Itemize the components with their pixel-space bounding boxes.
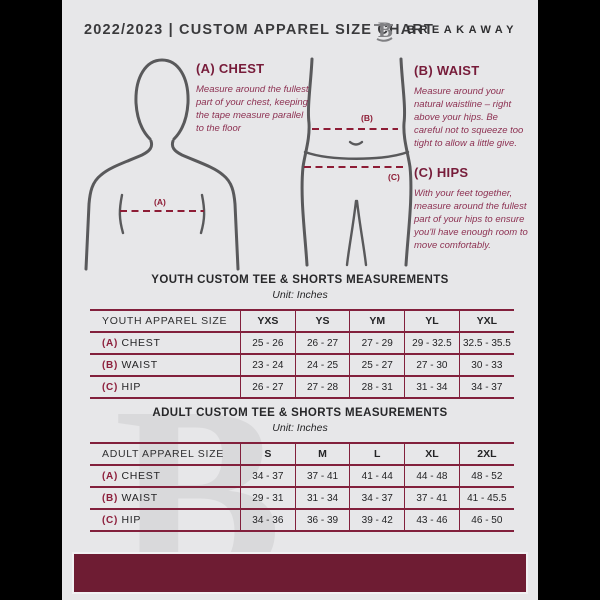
adult-header-row: ADULT APPAREL SIZE S M L XL 2XL	[90, 443, 514, 465]
adult-col-m: M	[294, 443, 350, 465]
row-name: WAIST	[121, 359, 158, 371]
adult-hip-row: (C) HIP 34 - 36 36 - 39 39 - 42 43 - 46 …	[90, 509, 514, 531]
cell: 25 - 27	[349, 354, 405, 376]
chest-instruction: (A) CHEST Measure around the fullest par…	[196, 61, 310, 135]
hip-marker-label: (C)	[388, 172, 400, 182]
chest-instruction-text: Measure around the fullest part of your …	[196, 84, 309, 135]
cell: 27 - 29	[349, 332, 405, 354]
cell: 46 - 50	[458, 509, 514, 531]
waist-marker-label: (B)	[361, 113, 373, 123]
cell: 41 - 45.5	[458, 487, 514, 509]
chest-instruction-heading: (A) CHEST	[196, 61, 265, 76]
adult-col-xl: XL	[404, 443, 460, 465]
adult-col-l: L	[349, 443, 405, 465]
cell: 34 - 37	[458, 376, 514, 398]
youth-header-row: YOUTH APPAREL SIZE YXS YS YM YL YXL	[90, 310, 514, 332]
row-prefix: (A)	[102, 338, 118, 349]
cell: 27 - 30	[404, 354, 460, 376]
row-prefix: (C)	[102, 382, 118, 393]
cell: 34 - 37	[349, 487, 405, 509]
youth-col-yl: YL	[404, 310, 460, 332]
youth-col-yxs: YXS	[240, 310, 296, 332]
cell: 29 - 32.5	[404, 332, 460, 354]
adult-chest-row: (A) CHEST 34 - 37 37 - 41 41 - 44 44 - 4…	[90, 465, 514, 487]
waist-instruction-heading: (B) WAIST	[414, 63, 480, 78]
adult-col-s: S	[240, 443, 296, 465]
hips-instruction-heading: (C) HIPS	[414, 165, 469, 180]
youth-col-yxl: YXL	[458, 310, 514, 332]
row-prefix: (B)	[102, 493, 118, 504]
cell: 29 - 31	[240, 487, 296, 509]
cell: 26 - 27	[294, 332, 350, 354]
hips-instruction-text: With your feet together, measure around …	[414, 188, 528, 252]
cell: 27 - 28	[294, 376, 350, 398]
youth-chest-row: (A) CHEST 25 - 26 26 - 27 27 - 29 29 - 3…	[90, 332, 514, 354]
youth-table-unit: Unit: Inches	[272, 289, 328, 301]
cell: 44 - 48	[404, 465, 460, 487]
row-name: WAIST	[121, 492, 158, 504]
brand-lockup: B BREAKAWAY	[371, 16, 518, 44]
cell: 31 - 34	[294, 487, 350, 509]
cell: 26 - 27	[240, 376, 296, 398]
row-name: HIP	[121, 514, 142, 526]
youth-hip-row: (C) HIP 26 - 27 27 - 28 28 - 31 31 - 34 …	[90, 376, 514, 398]
cell: 48 - 52	[458, 465, 514, 487]
chest-marker-label: (A)	[154, 197, 166, 207]
adult-table-title: ADULT CUSTOM TEE & SHORTS MEASUREMENTS	[152, 407, 448, 419]
brand-name: BREAKAWAY	[407, 24, 518, 36]
row-label: (B) WAIST	[90, 354, 241, 376]
row-prefix: (A)	[102, 471, 118, 482]
row-label: (C) HIP	[90, 509, 241, 531]
lower-body-figure: (B) (C)	[300, 57, 413, 267]
breakaway-logo-icon: B	[374, 17, 393, 42]
page-title: 2022/2023 | CUSTOM APPAREL SIZE CHART	[84, 22, 435, 38]
row-label: (A) CHEST	[90, 465, 241, 487]
youth-size-header: YOUTH APPAREL SIZE	[102, 315, 228, 327]
cell: 37 - 41	[294, 465, 350, 487]
cell: 23 - 24	[240, 354, 296, 376]
size-chart-document: B 2022/2023 | CUSTOM APPAREL SIZE CHART …	[62, 0, 538, 600]
row-prefix: (B)	[102, 360, 118, 371]
row-label: (A) CHEST	[90, 332, 241, 354]
cell: 28 - 31	[349, 376, 405, 398]
row-label: (C) HIP	[90, 376, 241, 398]
row-name: CHEST	[121, 337, 161, 349]
row-prefix: (C)	[102, 515, 118, 526]
cell: 24 - 25	[294, 354, 350, 376]
youth-table-title: YOUTH CUSTOM TEE & SHORTS MEASUREMENTS	[151, 274, 449, 286]
svg-text:B: B	[378, 17, 393, 42]
row-name: HIP	[121, 381, 142, 393]
cell: 43 - 46	[404, 509, 460, 531]
cell: 30 - 33	[458, 354, 514, 376]
cell: 37 - 41	[404, 487, 460, 509]
cell: 34 - 36	[240, 509, 296, 531]
cell: 36 - 39	[294, 509, 350, 531]
cell: 25 - 26	[240, 332, 296, 354]
youth-col-ys: YS	[294, 310, 350, 332]
row-label: (B) WAIST	[90, 487, 241, 509]
cell: 41 - 44	[349, 465, 405, 487]
footer-accent-bar	[72, 552, 528, 594]
cell: 32.5 - 35.5	[458, 332, 514, 354]
waist-instruction-text: Measure around your natural waistline – …	[414, 86, 524, 150]
youth-waist-row: (B) WAIST 23 - 24 24 - 25 25 - 27 27 - 3…	[90, 354, 514, 376]
hips-instruction: (C) HIPS With your feet together, measur…	[414, 165, 532, 253]
cell: 39 - 42	[349, 509, 405, 531]
cell: 31 - 34	[404, 376, 460, 398]
measurement-diagram-section: (A) (B) (C)	[62, 55, 538, 271]
cell: 34 - 37	[240, 465, 296, 487]
youth-col-ym: YM	[349, 310, 405, 332]
adult-size-table: ADULT APPAREL SIZE S M L XL 2XL (A) CHES…	[90, 442, 514, 532]
upper-body-figure: (A)	[84, 58, 240, 271]
adult-waist-row: (B) WAIST 29 - 31 31 - 34 34 - 37 37 - 4…	[90, 487, 514, 509]
adult-col-2xl: 2XL	[458, 443, 514, 465]
row-name: CHEST	[121, 470, 161, 482]
waist-instruction: (B) WAIST Measure around your natural wa…	[414, 63, 528, 151]
youth-size-table: YOUTH APPAREL SIZE YXS YS YM YL YXL (A) …	[90, 309, 514, 399]
adult-size-header: ADULT APPAREL SIZE	[102, 448, 224, 460]
adult-table-unit: Unit: Inches	[272, 422, 328, 434]
